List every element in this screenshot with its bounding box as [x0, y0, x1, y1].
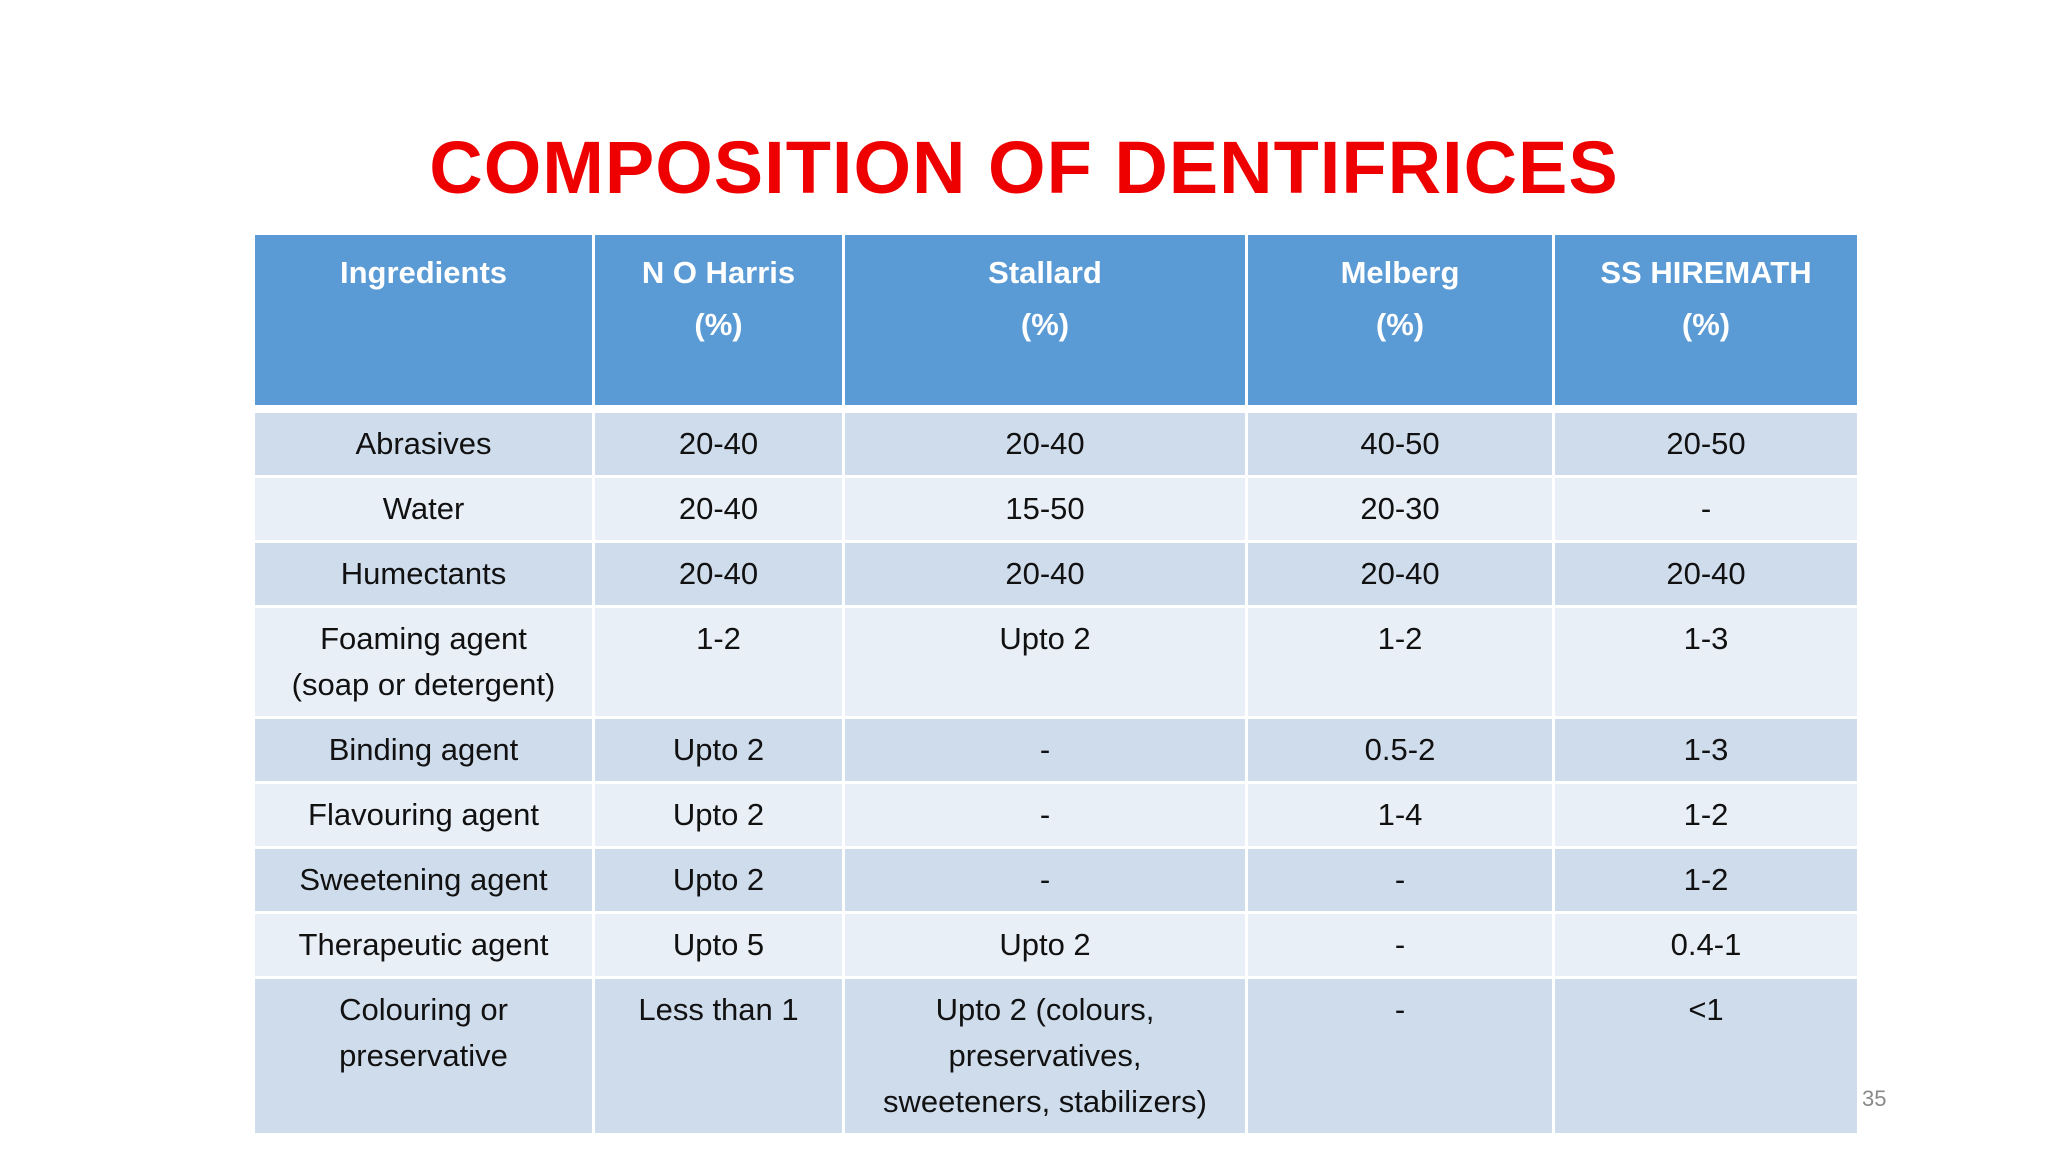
header-row: Ingredients N O Harris (%) Stallard (%) Mel… [252, 232, 1860, 413]
table-cell: Upto 2 [592, 781, 845, 849]
table-cell: Therapeutic agent [252, 911, 595, 979]
table-cell: 20-40 [842, 540, 1248, 608]
table-cell: - [1245, 976, 1555, 1136]
table-cell: Upto 2 (colours, preservatives, sweetene… [842, 976, 1248, 1136]
table-row: Colouring or preservative Less than 1 Upto… [252, 976, 1860, 1136]
table-row: Flavouring agent Upto 2-1-4 1-2 [252, 781, 1860, 849]
header-cell: N O Harris (%) [592, 232, 845, 413]
table-cell: Water [252, 475, 595, 543]
table-cell: 40-50 [1245, 407, 1555, 478]
table-row: Binding agent Upto 2-0.5-2 1-3 [252, 716, 1860, 784]
table-cell: 20-40 [1552, 540, 1860, 608]
slide-title: COMPOSITION OF DENTIFRICES [429, 126, 1619, 209]
table-cell: 20-40 [842, 407, 1248, 478]
table-cell: - [842, 781, 1248, 849]
table-cell: 20-40 [1245, 540, 1555, 608]
table-cell: Sweetening agent [252, 846, 595, 914]
table-row: Therapeutic agent Upto 5 Upto 2-0.4-1 [252, 911, 1860, 979]
table-cell: Less than 1 [592, 976, 845, 1136]
table-cell: <1 [1552, 976, 1860, 1136]
table-cell: 15-50 [842, 475, 1248, 543]
table-cell: 1-2 [592, 605, 845, 719]
table-cell: - [1245, 846, 1555, 914]
table-cell: Abrasives [252, 407, 595, 478]
table-cell: 0.5-2 [1245, 716, 1555, 784]
table-cell: 1-2 [1245, 605, 1555, 719]
table-cell: 20-50 [1552, 407, 1860, 478]
header-cell: Melberg (%) [1245, 232, 1555, 413]
table-cell: Foaming agent (soap or detergent) [252, 605, 595, 719]
table-row: Abrasives 20-40 20-40 40-50 20-50 [252, 407, 1860, 478]
table-cell: Humectants [252, 540, 595, 608]
table-cell: Upto 2 [592, 846, 845, 914]
table-cell: 20-30 [1245, 475, 1555, 543]
table-cell: 1-2 [1552, 781, 1860, 849]
composition-table: Ingredients N O Harris (%) Stallard (%) Mel… [252, 232, 1860, 1136]
table-cell: 20-40 [592, 407, 845, 478]
table-cell: 1-3 [1552, 716, 1860, 784]
table-cell: 1-2 [1552, 846, 1860, 914]
table-row: Foaming agent (soap or detergent) 1-2 Upto… [252, 605, 1860, 719]
table-cell: 20-40 [592, 475, 845, 543]
table-row: Water 20-40 15-50 20-30- [252, 475, 1860, 543]
table-cell: Binding agent [252, 716, 595, 784]
table-row: Sweetening agent Upto 2- -1-2 [252, 846, 1860, 914]
table-cell: - [842, 846, 1248, 914]
table-row: Humectants 20-40 20-40 20-40 20-40 [252, 540, 1860, 608]
table-cell: Flavouring agent [252, 781, 595, 849]
table-cell: 1-4 [1245, 781, 1555, 849]
table-cell: - [842, 716, 1248, 784]
table-cell: 1-3 [1552, 605, 1860, 719]
table-cell: 20-40 [592, 540, 845, 608]
table-cell: Upto 2 [842, 911, 1248, 979]
header-cell: Stallard (%) [842, 232, 1248, 413]
table-cell: Upto 2 [592, 716, 845, 784]
table-cell: 0.4-1 [1552, 911, 1860, 979]
table-cell: - [1552, 475, 1860, 543]
table-cell: Colouring or preservative [252, 976, 595, 1136]
table-cell: Upto 5 [592, 911, 845, 979]
table-cell: - [1245, 911, 1555, 979]
header-cell: Ingredients [252, 232, 595, 413]
table-cell: Upto 2 [842, 605, 1248, 719]
page-number: 35 [1862, 1086, 1887, 1111]
header-cell: SS HIREMATH (%) [1552, 232, 1860, 413]
